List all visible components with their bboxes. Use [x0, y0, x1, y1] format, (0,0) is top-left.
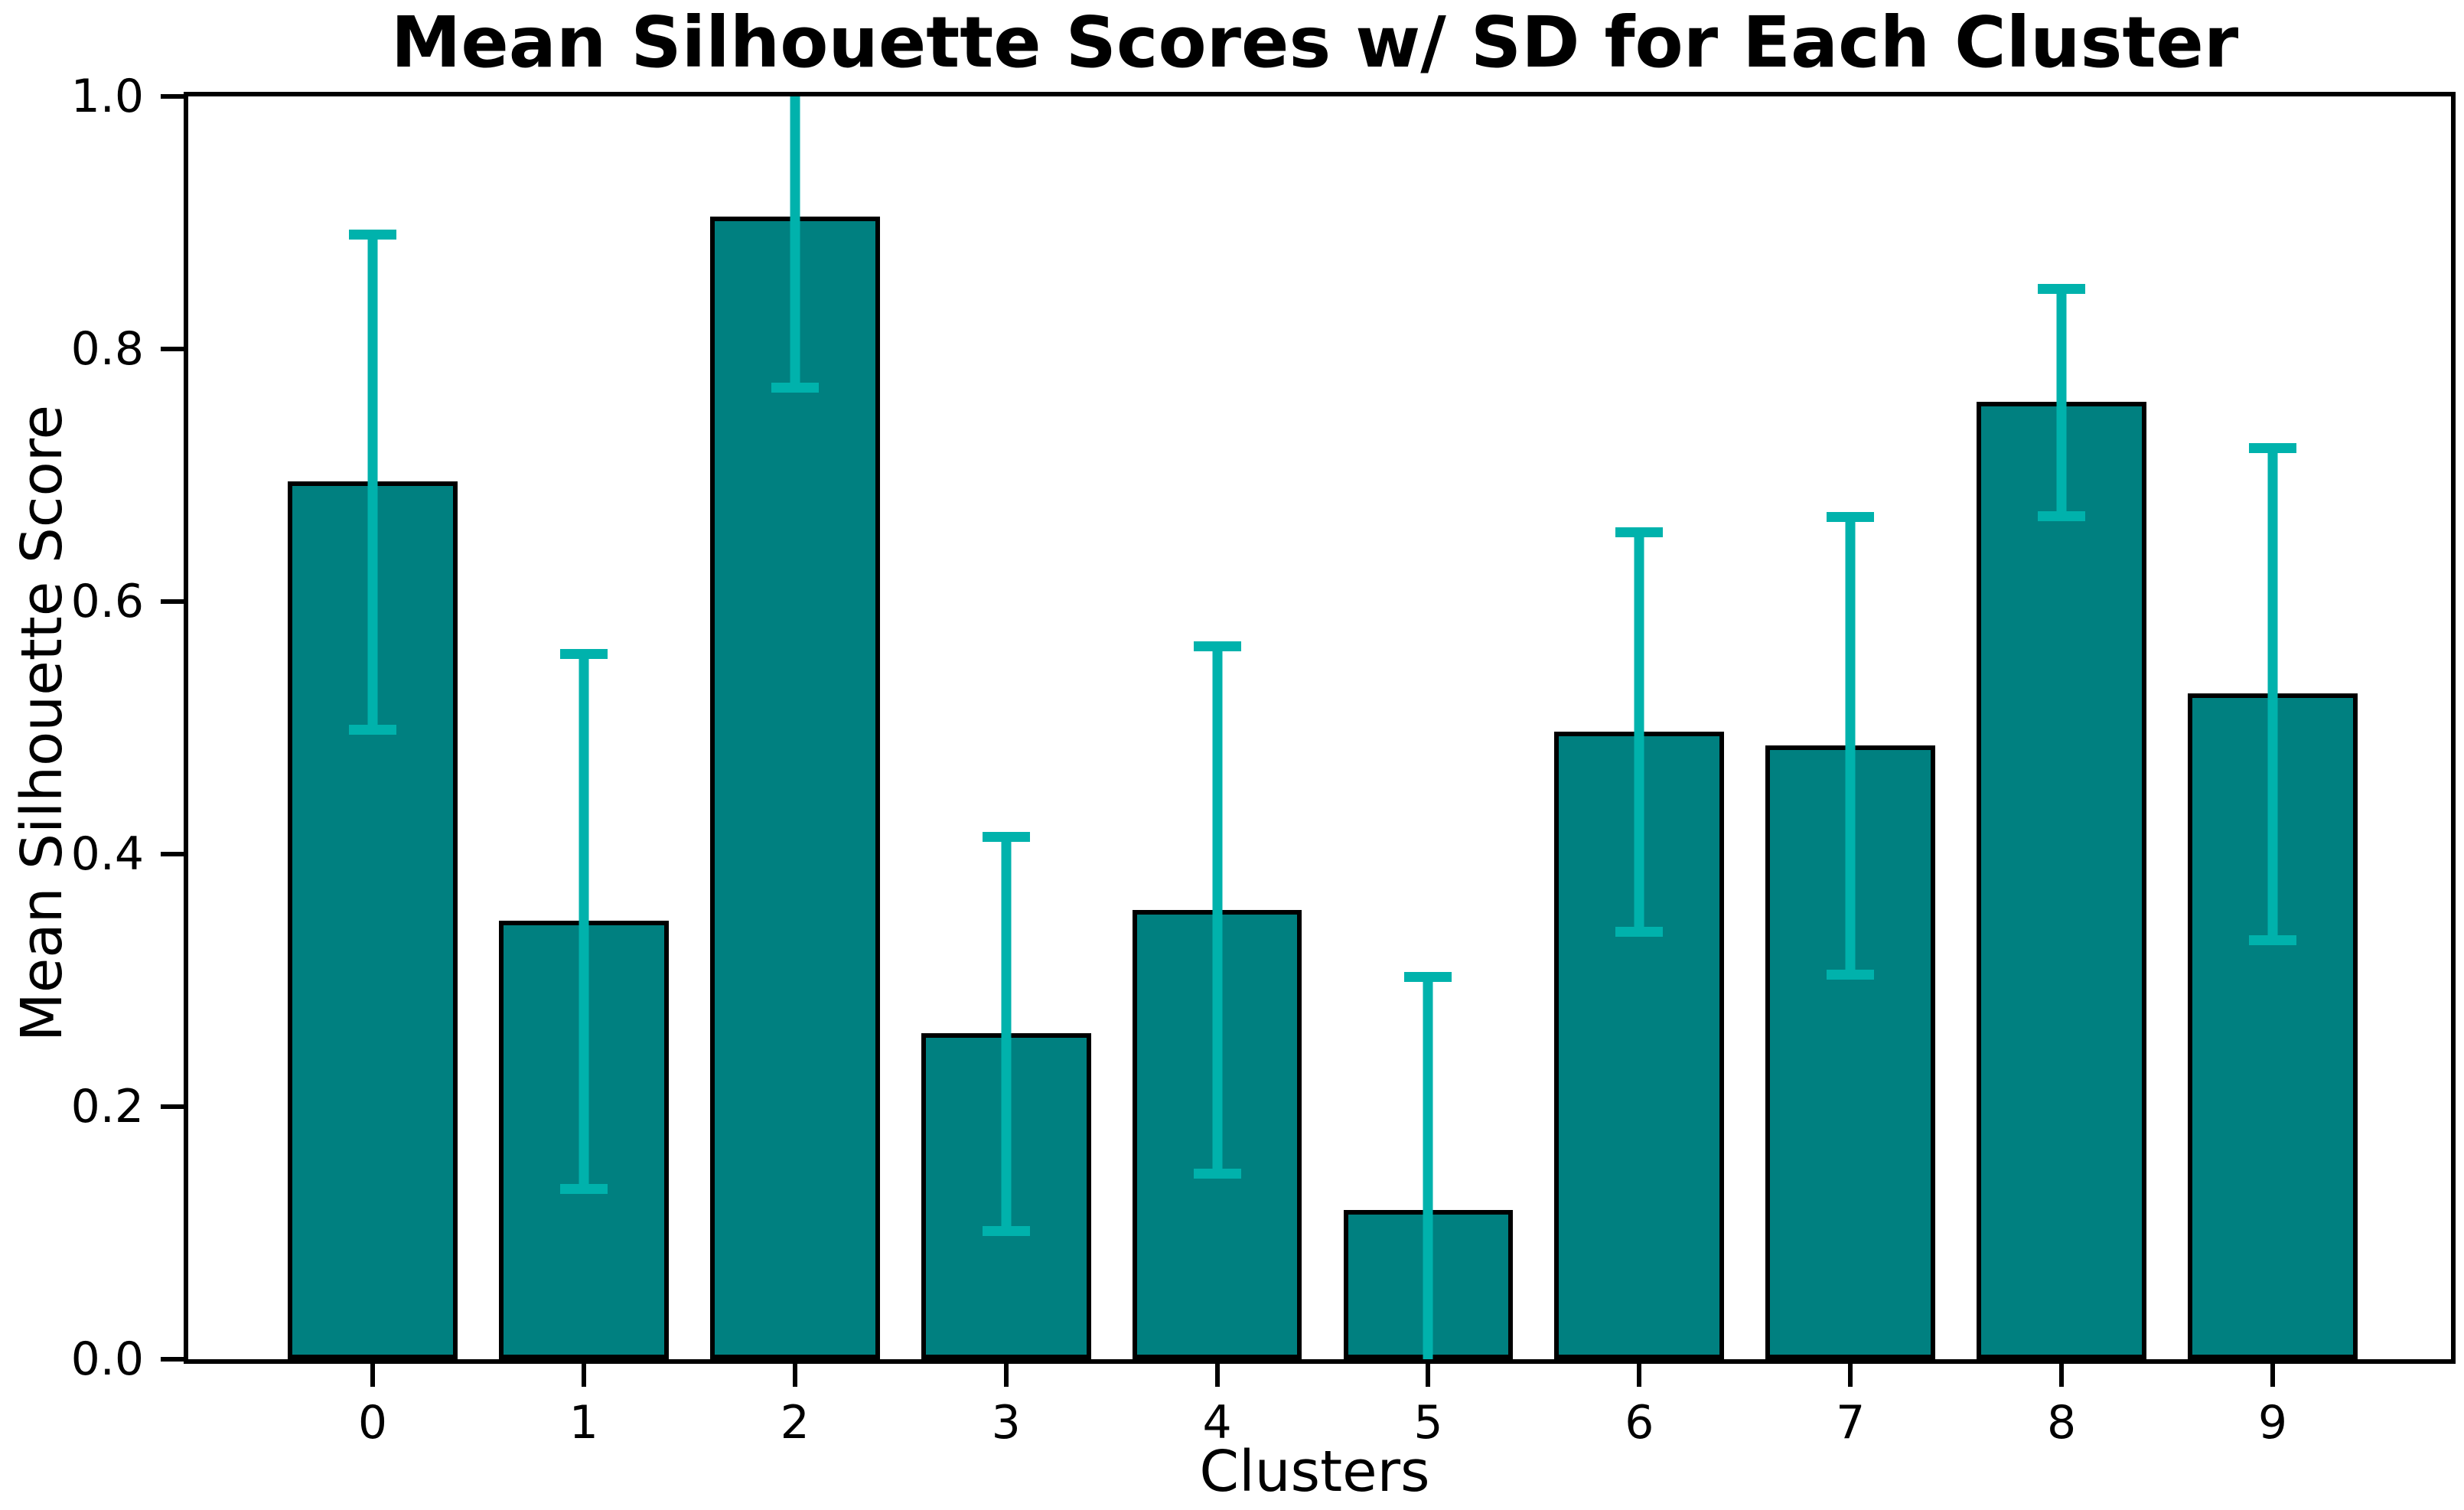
- x-tick-mark: [581, 1359, 586, 1387]
- x-tick-label: 1: [569, 1396, 598, 1450]
- error-cap-top: [982, 831, 1030, 842]
- x-tick-label: 7: [1836, 1396, 1866, 1450]
- error-cap-top: [1404, 972, 1452, 983]
- error-cap-top: [1193, 641, 1241, 651]
- error-cap-top: [1615, 527, 1664, 538]
- y-tick-label: 0.4: [70, 827, 144, 881]
- x-tick-mark: [1003, 1359, 1009, 1387]
- plot-area: 0 1 2 3 4 5 6 7 8 9 0.0 0.2 0.4 0.6 0.8 1.0: [71, 70, 2456, 1450]
- error-bar: [1001, 836, 1012, 1231]
- y-tick-mark: [161, 852, 188, 856]
- x-tick-mark: [2270, 1359, 2275, 1387]
- error-cap-bottom: [771, 382, 819, 393]
- error-bar: [1212, 645, 1223, 1174]
- error-bar: [1634, 532, 1644, 931]
- x-tick-label: 0: [357, 1396, 388, 1450]
- error-cap-bottom: [1827, 969, 1875, 980]
- error-bar: [1423, 977, 1433, 1359]
- y-tick-label: 0.2: [70, 1080, 144, 1133]
- error-bar: [2267, 447, 2278, 941]
- x-tick-mark: [1637, 1359, 1642, 1387]
- error-bar: [1845, 517, 1856, 974]
- error-cap-bottom: [2038, 510, 2086, 521]
- error-bar: [790, 96, 800, 387]
- x-tick-label: 5: [1413, 1396, 1443, 1450]
- x-tick-mark: [2059, 1359, 2065, 1387]
- error-cap-top: [1827, 512, 1875, 523]
- error-bar: [2056, 288, 2067, 516]
- error-cap-bottom: [982, 1225, 1030, 1236]
- x-tick-label: 6: [1625, 1396, 1654, 1450]
- y-tick-label: 1.0: [70, 70, 144, 123]
- error-cap-bottom: [1615, 926, 1664, 937]
- y-tick-mark: [161, 1357, 188, 1362]
- error-bar: [579, 653, 589, 1189]
- x-tick-label: 2: [780, 1396, 810, 1450]
- error-cap-bottom: [1193, 1169, 1241, 1179]
- x-axis-label: Clusters: [1199, 1439, 1430, 1505]
- error-cap-top: [2248, 442, 2296, 453]
- x-tick-mark: [1214, 1359, 1220, 1387]
- y-tick-label: 0.8: [70, 322, 144, 376]
- x-tick-mark: [1426, 1359, 1431, 1387]
- error-cap-bottom: [348, 724, 396, 735]
- error-cap-bottom: [559, 1184, 608, 1195]
- error-cap-top: [559, 648, 608, 659]
- y-tick-mark: [161, 94, 188, 99]
- x-tick-mark: [370, 1359, 375, 1387]
- x-tick-label: 8: [2047, 1396, 2077, 1450]
- chart-title: Mean Silhouette Scores w/ SD for Each Cl…: [390, 2, 2239, 83]
- x-tick-label: 3: [991, 1396, 1021, 1450]
- bar: [709, 216, 880, 1359]
- y-tick-mark: [161, 1104, 188, 1109]
- error-cap-top: [348, 229, 396, 240]
- error-cap-top: [2038, 283, 2086, 294]
- y-axis-label: Mean Silhouette Score: [9, 404, 75, 1042]
- x-tick-mark: [1848, 1359, 1853, 1387]
- error-cap-bottom: [2248, 935, 2296, 946]
- error-bar: [367, 233, 378, 729]
- x-tick-label: 4: [1202, 1396, 1232, 1450]
- x-tick-mark: [792, 1359, 797, 1387]
- y-tick-label: 0.0: [70, 1332, 144, 1386]
- y-tick-mark: [161, 599, 188, 604]
- bar: [1977, 402, 2146, 1359]
- y-tick-label: 0.6: [70, 575, 144, 628]
- y-tick-mark: [161, 347, 188, 351]
- x-tick-label: 9: [2257, 1396, 2288, 1450]
